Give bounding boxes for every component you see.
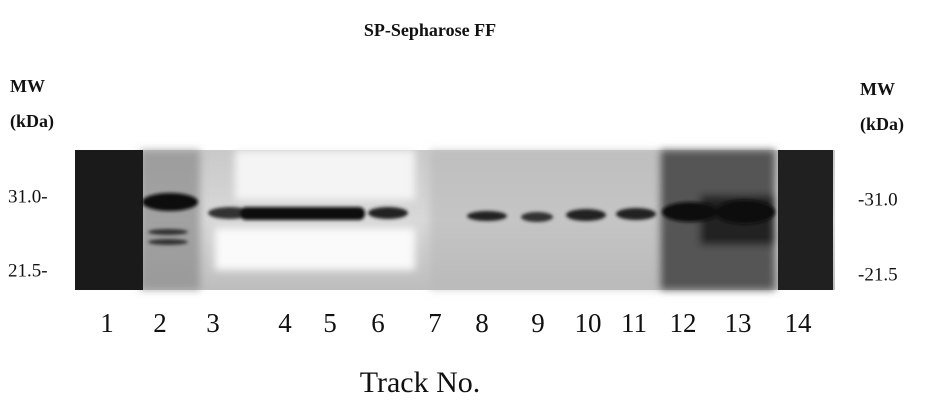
left-mw-unit: (kDa) <box>10 111 54 132</box>
lane-label: 8 <box>475 308 489 338</box>
left-mw-label: MW <box>10 76 45 96</box>
lane-labels: 1 2 3 4 5 6 7 8 9 10 11 12 13 14 <box>100 308 812 338</box>
title: SP-Sepharose FF <box>364 20 496 40</box>
lane-label: 1 <box>100 308 114 338</box>
lane-label: 7 <box>428 308 442 338</box>
lane-label: 13 <box>725 308 752 338</box>
right-marker: -31.0 <box>858 189 898 210</box>
lane-label: 10 <box>575 308 602 338</box>
right-mw-unit: (kDa) <box>860 114 904 135</box>
lane-label: 9 <box>531 308 545 338</box>
lane-label: 3 <box>206 308 220 338</box>
left-marker: 31.0- <box>8 186 48 207</box>
x-axis-label: Track No. <box>360 366 481 399</box>
gel <box>75 150 835 290</box>
lane-label: 14 <box>785 308 813 338</box>
lane-label: 6 <box>371 308 385 338</box>
left-marker: 21.5- <box>8 260 48 281</box>
lane-label: 2 <box>153 308 167 338</box>
lane-label: 12 <box>670 308 697 338</box>
right-mw-label: MW <box>860 79 895 99</box>
right-marker: -21.5 <box>858 264 898 285</box>
lane-label: 4 <box>278 308 292 338</box>
lane-label: 5 <box>323 308 337 338</box>
lane-label: 11 <box>621 308 647 338</box>
